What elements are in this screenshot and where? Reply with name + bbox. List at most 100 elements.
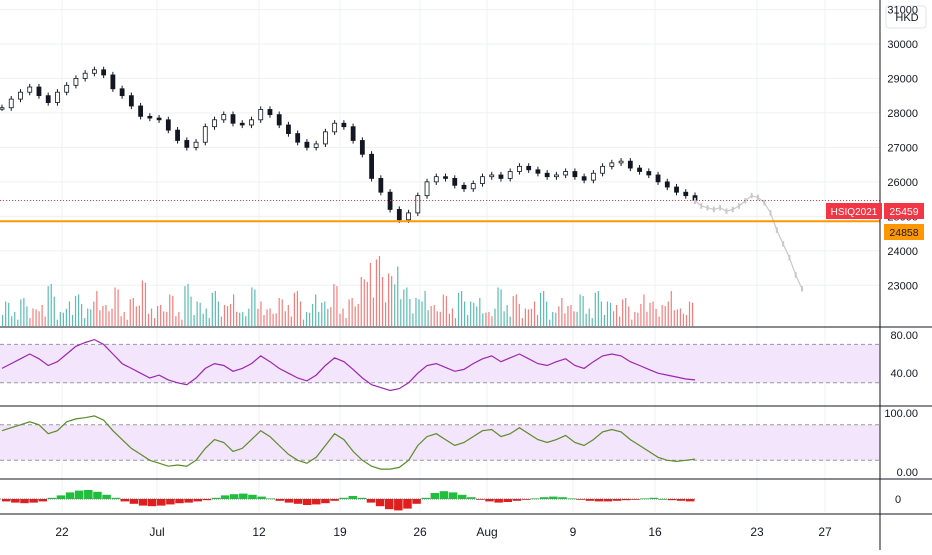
candle-body [286,124,291,134]
volume-bar [649,302,651,326]
candle-body [202,126,208,143]
volume-bar [436,311,438,326]
currency-label[interactable]: HKD [895,12,918,24]
projection-segment [763,202,772,214]
histogram-bar [512,499,522,501]
candle-body [443,176,448,179]
candle-body [480,176,485,184]
volume-bar [652,301,654,326]
volume-bar [570,305,572,326]
volume-bar [567,306,569,326]
volume-bar [296,291,299,326]
volume-bar [670,291,672,326]
volume-bar [327,308,329,326]
histogram-bar [676,499,686,501]
stochastic-line [1,415,696,470]
volume-bar [172,296,174,326]
histogram-bar [339,497,348,499]
volume-bar [637,312,639,326]
histogram-bar [220,495,230,499]
histogram-bar [29,499,38,503]
projection-segment [701,205,708,209]
volume-bar [166,311,168,326]
volume-bar [65,308,68,326]
volume-bar [533,301,536,326]
volume-bar [205,308,207,326]
axes: 22Jul121926Aug91623272300024000250002600… [55,4,918,539]
volume-bar [23,298,25,326]
volume-bar [688,301,691,326]
volume-bar [473,302,475,326]
volume-bar [105,305,107,326]
volume-bar [488,312,490,326]
projection-segment [751,195,759,198]
histogram-bar [603,499,613,502]
price-candles[interactable] [0,66,698,223]
candle-body [507,171,513,179]
histogram-bar [549,496,558,499]
histogram-bar [293,499,303,504]
y-tick-label: 27000 [887,142,918,154]
volume-bar [606,301,609,326]
volume-bar [682,313,685,326]
volume-bar [412,313,414,326]
volume-bar [129,299,131,326]
volume-bar [47,286,49,326]
volume-bar [330,307,332,326]
candle-body [230,114,236,124]
volume-bar [558,306,560,326]
volume-bar [585,313,587,326]
volume-bar [543,291,545,326]
volume-bar [138,305,140,326]
candle-body [406,212,411,221]
volume-bar [415,298,417,326]
histogram-bar [539,497,549,499]
volume-bar [603,314,606,326]
histogram-bar [330,499,339,501]
candle-body [600,165,605,174]
x-tick-label: 16 [648,525,662,539]
rsi-line [1,338,696,392]
histogram-bar [111,497,120,499]
volume-bar [87,308,89,326]
histogram-bar [421,497,430,499]
histogram-y-tick-label: 0 [895,494,901,506]
volume-bar [278,298,280,326]
volume-bar [305,312,308,326]
last-price-value-box [884,203,924,219]
last-price-name-box [826,203,882,219]
volume-bar [284,311,286,326]
candle-body [415,195,421,214]
histogram-bar [175,499,184,504]
candle-body [258,109,264,121]
projection-segment [726,208,733,212]
histogram-bars [0,490,695,511]
volume-bar [597,291,599,326]
volume-bar [503,311,505,326]
volume-bar [539,292,542,326]
volume-bar [5,301,7,326]
volume-bar [366,281,368,326]
candle-body [267,109,273,116]
volume-bar [318,311,320,326]
candle-body [110,74,116,90]
volume-bar [482,313,484,326]
histogram-bar [612,499,622,501]
volume-bar [464,301,466,326]
volume-bar [619,316,621,326]
candle-body [249,119,254,126]
histogram-bar [321,499,330,504]
candle-body [82,72,88,79]
volume-bar [388,273,390,326]
candle-body [175,129,180,141]
stochastic-y-tick-label: 0.00 [897,467,918,479]
volume-bar [135,306,137,326]
histogram-bar [567,498,576,500]
volume-bar [515,294,517,326]
volume-bar [433,305,435,326]
projection-segment [776,229,784,245]
volume-bar [50,284,52,326]
